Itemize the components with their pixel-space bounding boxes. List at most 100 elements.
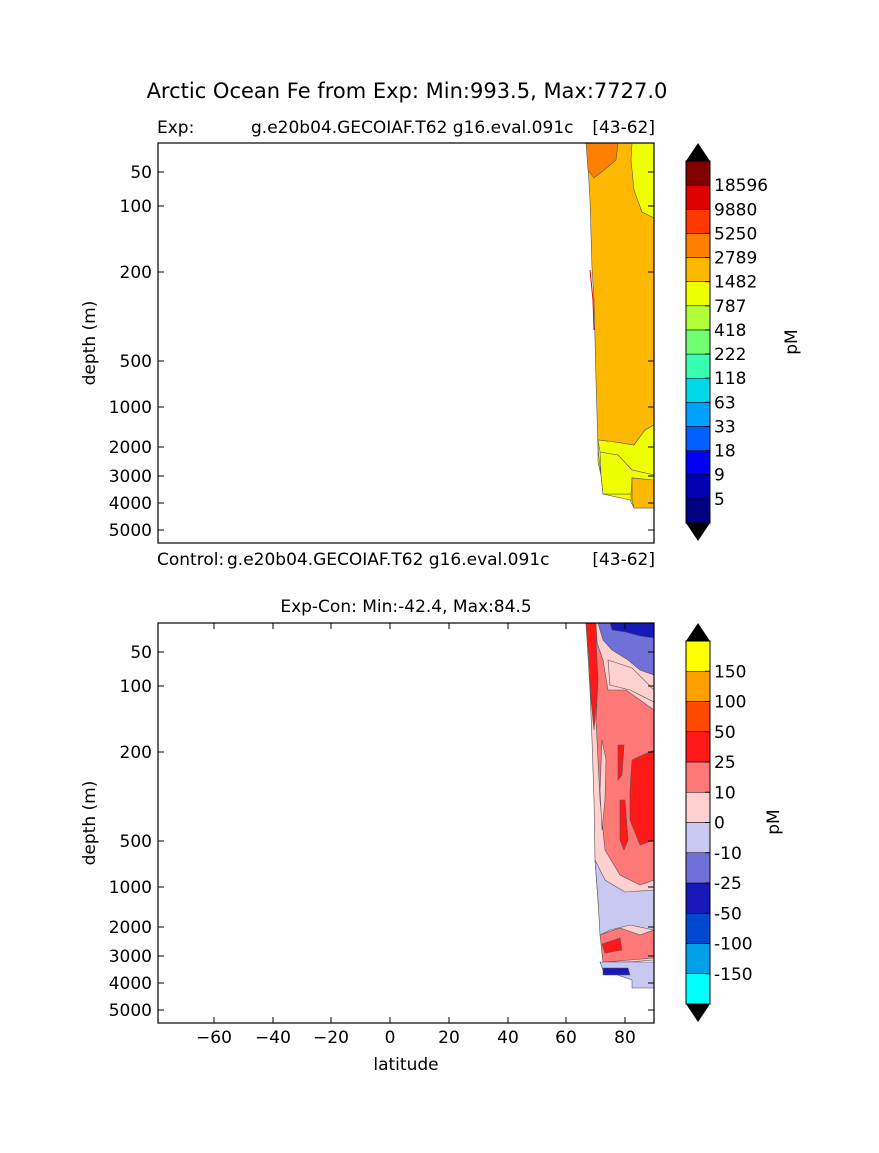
exp-colorbar-segment bbox=[685, 305, 711, 331]
diff-axes-frame bbox=[157, 622, 655, 1024]
exp-colorbar-segment bbox=[685, 402, 711, 427]
exp-colorbar-label: 118 bbox=[714, 369, 746, 389]
diff-xtick-label: −60 bbox=[196, 1028, 232, 1048]
diff-colorbar-unit: pM bbox=[764, 809, 784, 834]
diff-ytick-label: 100 bbox=[120, 677, 152, 697]
diff-y-axis: 50 100 200 500 1000 2000 3000 4000 5000 bbox=[109, 643, 654, 1021]
diff-ytick-label: 4000 bbox=[109, 974, 152, 994]
diff-colorbar-label: 10 bbox=[714, 783, 736, 803]
exp-case-label: g.e20b04.GECOIAF.T62 g16.eval.091c bbox=[251, 118, 573, 138]
diff-colorbar-label: 50 bbox=[714, 723, 736, 743]
exp-colorbar-label: 222 bbox=[714, 345, 746, 365]
diff-contour-field bbox=[585, 623, 654, 989]
exp-colorbar-segment bbox=[685, 450, 711, 475]
exp-ytick-label: 2000 bbox=[109, 438, 152, 458]
exp-colorbar-label: 9880 bbox=[714, 200, 757, 220]
diff-colorbar-label: 150 bbox=[714, 662, 746, 682]
diff-colorbar-segment bbox=[685, 852, 711, 884]
exp-colorbar-label: 418 bbox=[714, 321, 746, 341]
exp-ylabel: depth (m) bbox=[80, 301, 100, 386]
exp-plot-area: 50 100 200 500 1000 2000 3000 4000 5000 … bbox=[80, 142, 655, 544]
exp-colorbar-segment bbox=[685, 426, 711, 451]
diff-colorbar-label: 100 bbox=[714, 693, 746, 713]
diff-ytick-label: 3000 bbox=[109, 947, 152, 967]
diff-colorbar-segment bbox=[685, 671, 711, 702]
diff-colorbar-label: 25 bbox=[714, 753, 736, 773]
exp-colorbar-label: 9 bbox=[714, 466, 725, 486]
exp-colorbar-label: 787 bbox=[714, 297, 746, 317]
control-label: Control: bbox=[157, 550, 224, 570]
diff-x-axis: −60 −40 −20 0 20 40 60 80 bbox=[196, 623, 636, 1048]
exp-colorbar-unit: pM bbox=[782, 329, 802, 354]
control-case-label: g.e20b04.GECOIAF.T62 g16.eval.091c bbox=[227, 550, 549, 570]
diff-colorbar-label: -10 bbox=[714, 844, 742, 864]
exp-colorbar-min-arrow bbox=[686, 523, 710, 541]
diff-colorbar-segment bbox=[685, 731, 711, 763]
diff-xtick-label: −40 bbox=[255, 1028, 291, 1048]
exp-colorbar-segment bbox=[685, 160, 711, 186]
diff-colorbar-segment bbox=[685, 701, 711, 732]
control-years-label: [43-62] bbox=[592, 550, 655, 570]
diff-xtick-label: −20 bbox=[313, 1028, 349, 1048]
diff-title: Exp-Con: Min:-42.4, Max:84.5 bbox=[280, 597, 531, 617]
diff-xlabel: latitude bbox=[373, 1055, 438, 1075]
diff-xtick-label: 80 bbox=[614, 1028, 636, 1048]
exp-colorbar: 5 9 18 33 63 118 222 418 787 1482 2789 5250 9880 1859… bbox=[685, 143, 802, 541]
diff-colorbar-segment bbox=[685, 882, 711, 914]
diff-colorbar-segment bbox=[685, 822, 711, 853]
diff-colorbar-segment bbox=[685, 761, 711, 793]
exp-ytick-label: 5000 bbox=[109, 521, 152, 541]
exp-ytick-label: 1000 bbox=[109, 398, 152, 418]
diff-ytick-label: 50 bbox=[130, 643, 152, 663]
exp-colorbar-label: 2789 bbox=[714, 249, 757, 269]
exp-colorbar-label: 18596 bbox=[714, 176, 768, 196]
exp-ytick-label: 4000 bbox=[109, 494, 152, 514]
exp-colorbar-label: 5 bbox=[714, 490, 725, 510]
exp-ytick-label: 3000 bbox=[109, 467, 152, 487]
diff-colorbar-segments bbox=[685, 640, 711, 1005]
exp-axes-frame bbox=[157, 142, 655, 544]
exp-colorbar-segments bbox=[685, 160, 711, 524]
exp-colorbar-segment bbox=[685, 257, 711, 282]
diff-xtick-label: 0 bbox=[385, 1028, 396, 1048]
diff-plot-area: 50 100 200 500 1000 2000 3000 4000 5000 … bbox=[80, 622, 655, 1075]
diff-ytick-label: 200 bbox=[120, 743, 152, 763]
diff-ytick-label: 2000 bbox=[109, 918, 152, 938]
exp-label: Exp: bbox=[157, 118, 194, 138]
diff-ylabel: depth (m) bbox=[80, 781, 100, 866]
exp-colorbar-segment bbox=[685, 353, 711, 379]
exp-colorbar-label: 33 bbox=[714, 417, 736, 437]
exp-ytick-label: 200 bbox=[120, 263, 152, 283]
diff-colorbar-segment bbox=[685, 640, 711, 672]
diff-xtick-label: 40 bbox=[497, 1028, 519, 1048]
diff-xtick-label: 60 bbox=[555, 1028, 577, 1048]
exp-colorbar-segment bbox=[685, 209, 711, 234]
exp-ytick-label: 100 bbox=[120, 197, 152, 217]
diff-xtick-label: 20 bbox=[438, 1028, 460, 1048]
exp-colorbar-label: 18 bbox=[714, 442, 736, 462]
diff-colorbar-segment bbox=[685, 943, 711, 974]
exp-colorbar-segment bbox=[685, 184, 711, 210]
diff-colorbar-max-arrow bbox=[686, 623, 710, 641]
diff-colorbar-segment bbox=[685, 973, 711, 1005]
exp-y-axis: 50 100 200 500 1000 2000 3000 4000 5000 bbox=[109, 163, 654, 541]
figure-title: Arctic Ocean Fe from Exp: Min:993.5, Max… bbox=[147, 79, 668, 103]
exp-contour-field bbox=[585, 143, 654, 509]
exp-years-label: [43-62] bbox=[592, 118, 655, 138]
diff-colorbar-segment bbox=[685, 913, 711, 944]
diff-colorbar-label: -25 bbox=[714, 874, 742, 894]
diff-colorbar-label: -100 bbox=[714, 935, 753, 955]
exp-colorbar-segment bbox=[685, 498, 711, 524]
diff-ytick-label: 1000 bbox=[109, 878, 152, 898]
exp-ytick-label: 50 bbox=[130, 163, 152, 183]
exp-colorbar-segment bbox=[685, 233, 711, 258]
diff-colorbar-label: -150 bbox=[714, 965, 753, 985]
diff-ytick-label: 500 bbox=[120, 832, 152, 852]
exp-colorbar-segment bbox=[685, 474, 711, 500]
exp-colorbar-label: 1482 bbox=[714, 273, 757, 293]
exp-colorbar-segment bbox=[685, 377, 711, 403]
exp-colorbar-segment bbox=[685, 329, 711, 355]
diff-colorbar-segment bbox=[685, 792, 711, 823]
